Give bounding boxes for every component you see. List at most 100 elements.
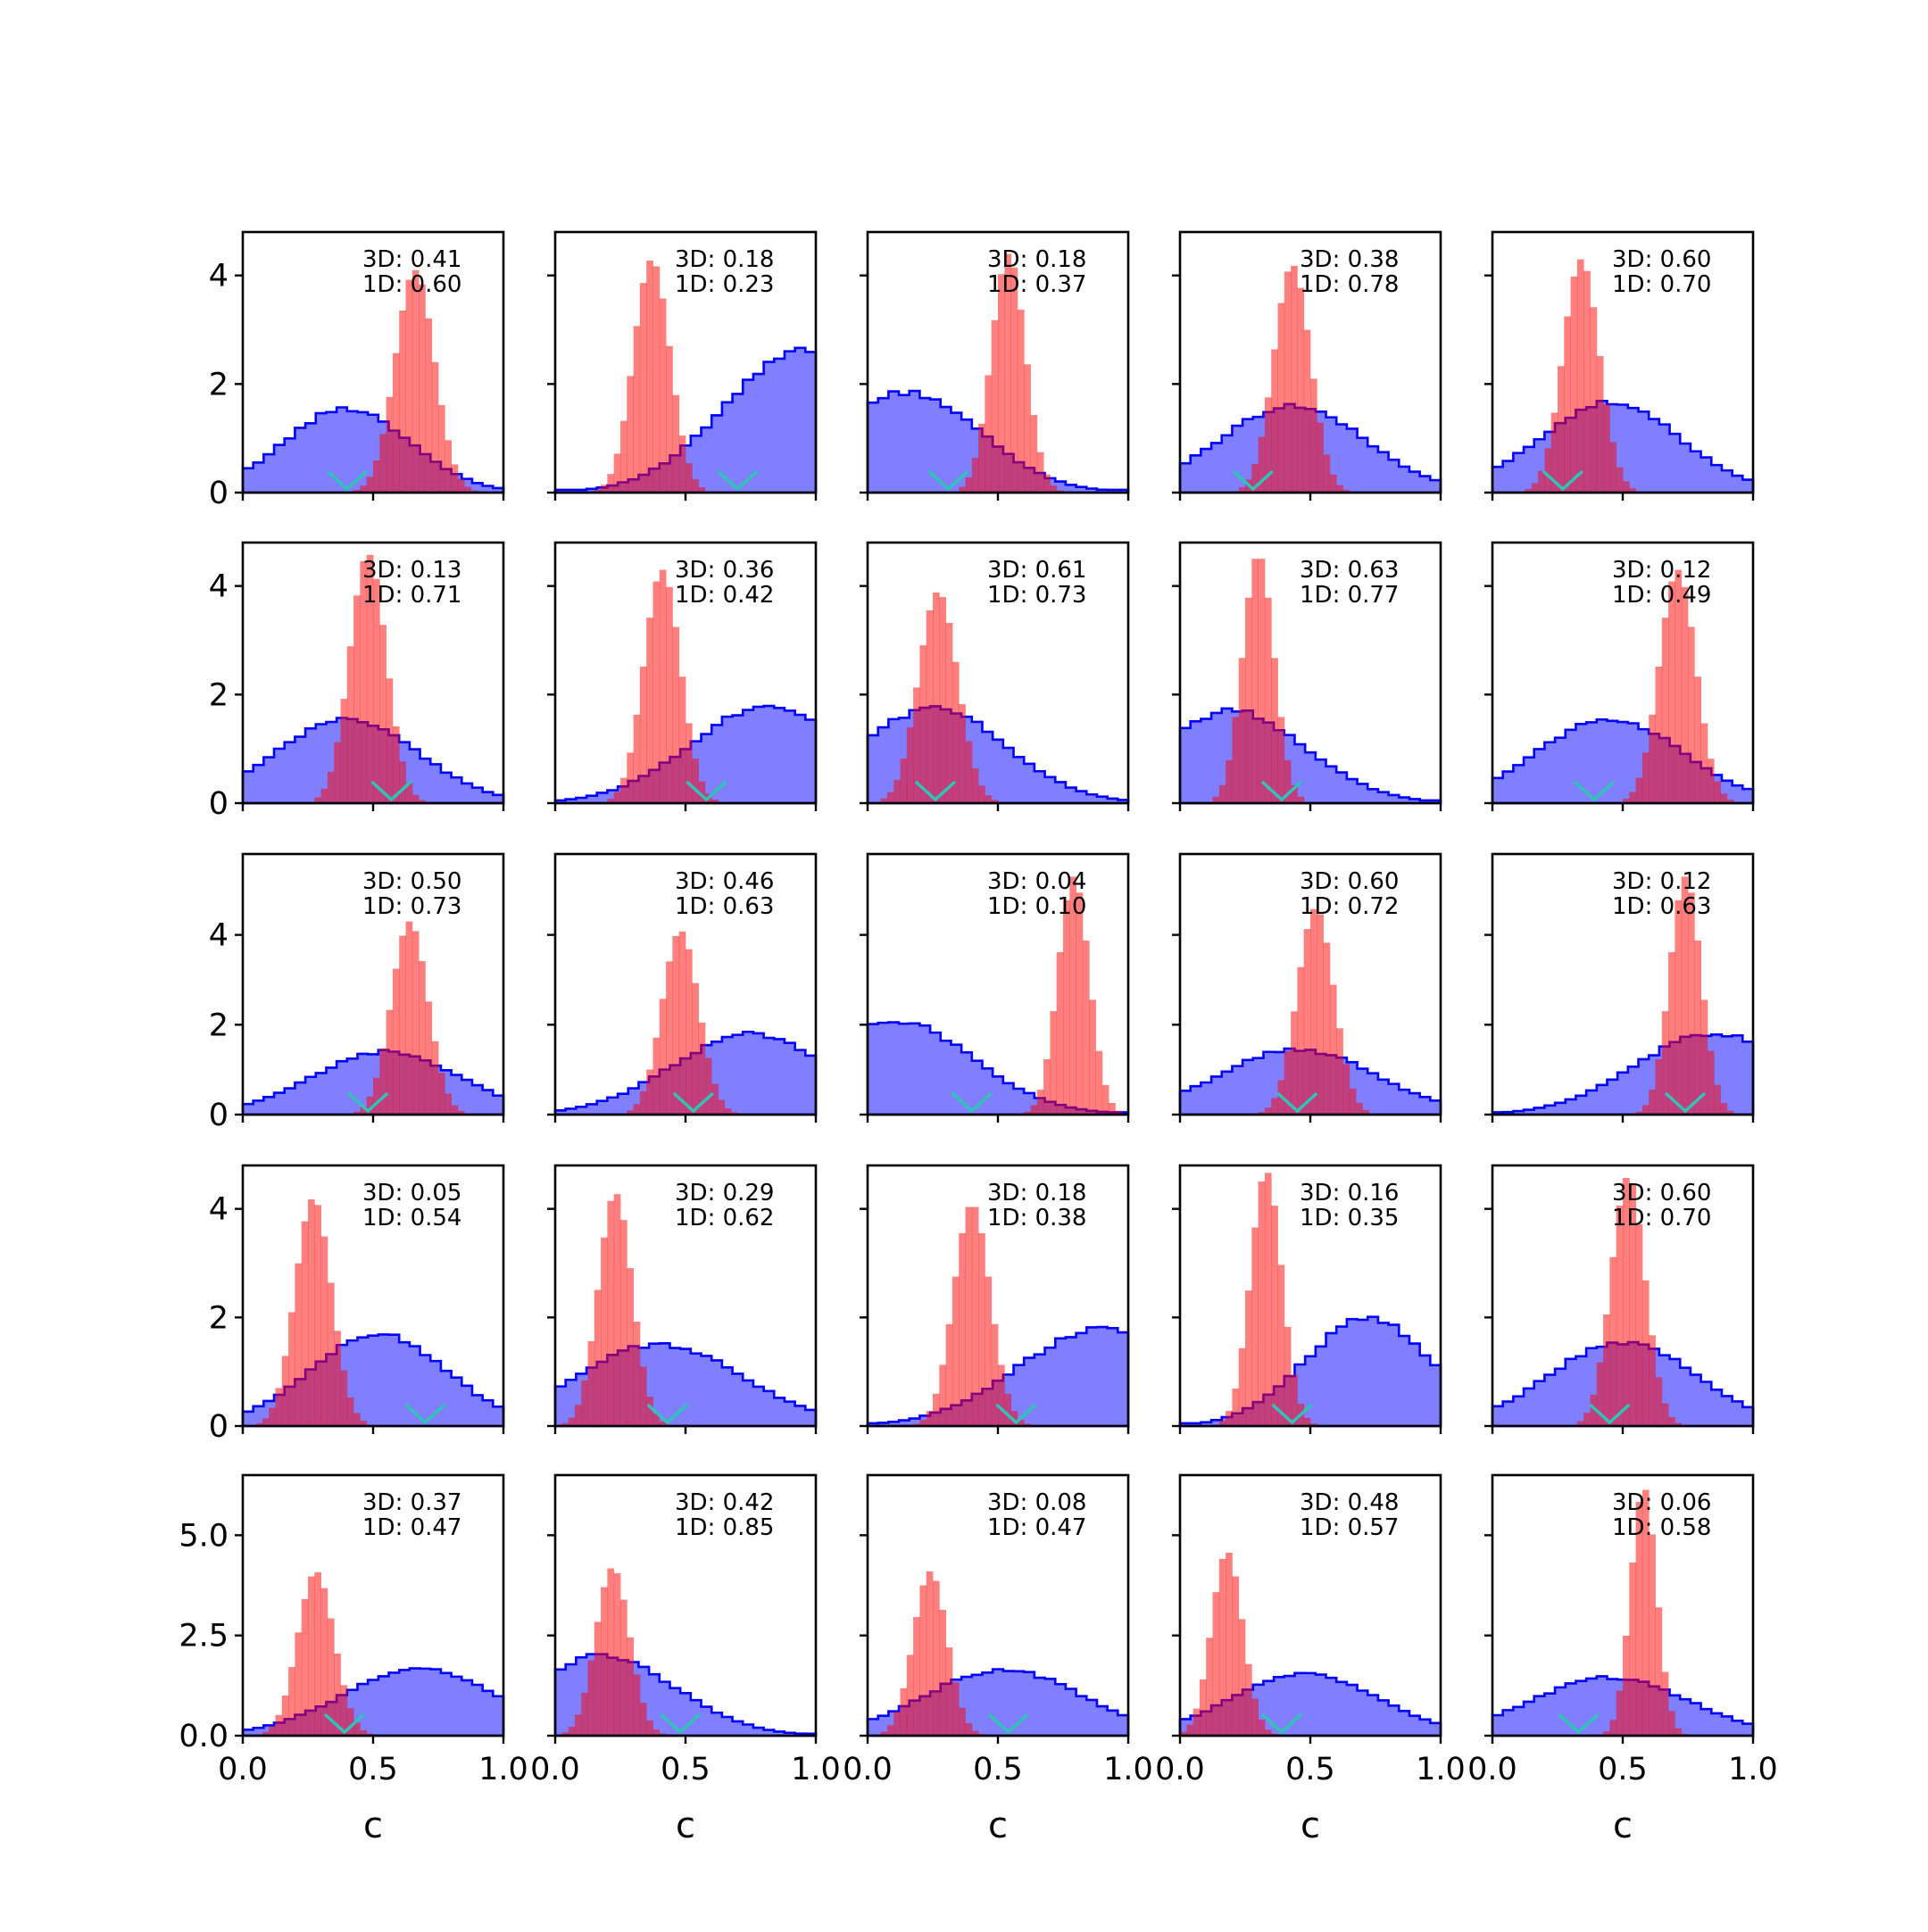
panel-4-2-red-bar [620,1220,627,1426]
panel-2-2-red-bar [666,586,673,803]
panel-5-3-red-bar [939,1609,946,1736]
panel-2-5-red-bar [1655,667,1663,803]
panel-4-2-red-bar [613,1194,621,1426]
panel-3-4-red-bar [1349,1088,1357,1115]
panel-2-3-red-bar [978,785,985,803]
panel-1-5-red-bar [1596,356,1604,493]
panel-2-3-red-bar [886,792,894,803]
panel-3-3-red-bar [1036,1090,1044,1115]
panel-3-1-red-bar [431,1041,439,1115]
panel-5-4-red-bar [1232,1576,1240,1736]
panel-5-4-red-bar [1264,1729,1272,1736]
panel-1-5-red-bar [1570,276,1578,493]
panel-3-1-ytick-label: 2 [209,1007,229,1043]
panel-4-1-red-bar [275,1388,283,1426]
panel-1-5-red-bar [1564,316,1571,493]
panel-2-1-red-bar [340,699,348,803]
panel-2-4-red-bar [1264,597,1272,803]
panel-5-1-red-bar [308,1576,315,1736]
panel-5-5-red-bar [1609,1720,1617,1736]
panel-4-1-ytick-label: 0 [209,1409,229,1445]
panel-2-3-annotation: 1D: 0.73 [987,582,1086,609]
panel-3-1-red-bar [353,1111,361,1115]
panel-3-1-ytick-label: 4 [209,918,229,954]
panel-3-4-red-bar [1323,942,1331,1115]
panel-5-1-red-bar [269,1726,276,1736]
panel-5-4-red-bar [1238,1619,1246,1736]
panel-1-1-red-bar [379,434,386,493]
panel-1-5-marker [1542,469,1584,492]
panel-4-1-red-bar [327,1282,335,1426]
panel-5-2-red-bar [594,1621,602,1736]
panel-5-1-xtick-label: 1.0 [478,1752,528,1787]
panel-2-4-red-bar [1271,658,1278,803]
panel-5-4-xtick-label: 0.0 [1155,1752,1205,1787]
panel-1-4-red-bar [1277,303,1285,493]
panel-5-3-red-bar [971,1730,979,1736]
panel-3-4-red-bar [1284,1050,1292,1115]
panel-5-5-red-bar [1649,1534,1656,1736]
panel-2-2-red-bar [607,799,615,803]
panel-1-3-red-bar [998,274,1005,493]
panel-3-3-red-bar [1030,1105,1038,1115]
panel-2-1-red-bar [320,789,328,803]
panel-4-3-red-bar [978,1232,985,1426]
panel-2-4-red-bar [1251,559,1259,803]
panel-2-4-red-bar [1232,717,1240,803]
panel-4-4-blue-histogram [1178,1315,1442,1428]
panel-5-5-red-bar [1655,1607,1663,1736]
panel-1-2-red-bar [652,266,661,493]
panel-4-2-red-bar [587,1340,595,1426]
panel-3-3-red-bar [1024,1111,1031,1115]
panel-2-2-annotation: 3D: 0.36 [675,557,774,584]
panel-1-2-red-bar [678,435,686,493]
panel-3-1-red-bar [405,921,413,1115]
panel-5-3-marker [987,1712,1029,1735]
panel-4-4-red-bar [1264,1173,1272,1426]
panel-2-4-annotation: 1D: 0.77 [1300,582,1399,609]
panel-4-1-red-bar [281,1356,289,1426]
panel-2-1-ytick-label: 2 [209,677,229,713]
panel-1-4-red-bar [1310,378,1317,493]
panel-2-5-red-bar [1681,586,1689,803]
panel-2-5-red-bar [1700,723,1708,803]
panel-4-5-red-bar [1583,1413,1591,1426]
panel-1-5-red-bar [1609,442,1617,493]
panel-1-5-red-bar [1525,489,1533,493]
panel-4-3-red-bar [959,1232,966,1426]
panel-4-5-red-bar [1668,1416,1675,1426]
panel-2-5-red-bar [1726,800,1734,803]
panel-2-5-red-bar [1714,781,1721,803]
panel-3-2-red-bar [698,1022,706,1115]
panel-5-5-xlabel: c [1613,1805,1633,1846]
panel-5-2-red-bar [633,1674,641,1736]
panel-4-3-red-bar [919,1420,927,1426]
panel-5-2-marker [659,1712,702,1735]
panel-5-5-marker [1558,1712,1600,1735]
panel-4-1-annotation: 3D: 0.05 [362,1180,461,1206]
panel-5-2-xlabel: c [676,1805,695,1846]
panel-1-3-red-bar [1056,490,1064,493]
panel-2-5-red-bar [1623,799,1630,803]
panel-2-3-red-bar [959,704,966,803]
panel-3-3-red-bar [1115,1110,1123,1115]
panel-3-4-red-bar [1264,1107,1272,1115]
panel-2-2-red-bar [652,581,661,803]
panel-3-4-annotation: 3D: 0.60 [1300,868,1399,895]
panel-1-3-red-bar [1017,310,1025,493]
panel-2-5-annotation: 1D: 0.49 [1612,582,1711,609]
panel-3-5-red-bar [1726,1110,1734,1115]
panel-1-4-red-bar [1284,271,1292,493]
panel-1-4-red-bar [1317,422,1324,493]
panel-4-1-red-bar [295,1263,303,1426]
panel-5-2-xtick-label: 0.5 [661,1752,711,1787]
panel-2-1-red-bar [405,783,413,803]
panel-4-2-red-bar [646,1397,653,1426]
panel-1-5-red-bar [1531,483,1539,493]
panel-5-3-red-bar [959,1707,966,1736]
panel-4-2-red-bar [574,1405,582,1426]
panel-5-4-red-bar [1180,1731,1187,1736]
panel-5-4-xtick-label: 0.5 [1285,1752,1335,1787]
